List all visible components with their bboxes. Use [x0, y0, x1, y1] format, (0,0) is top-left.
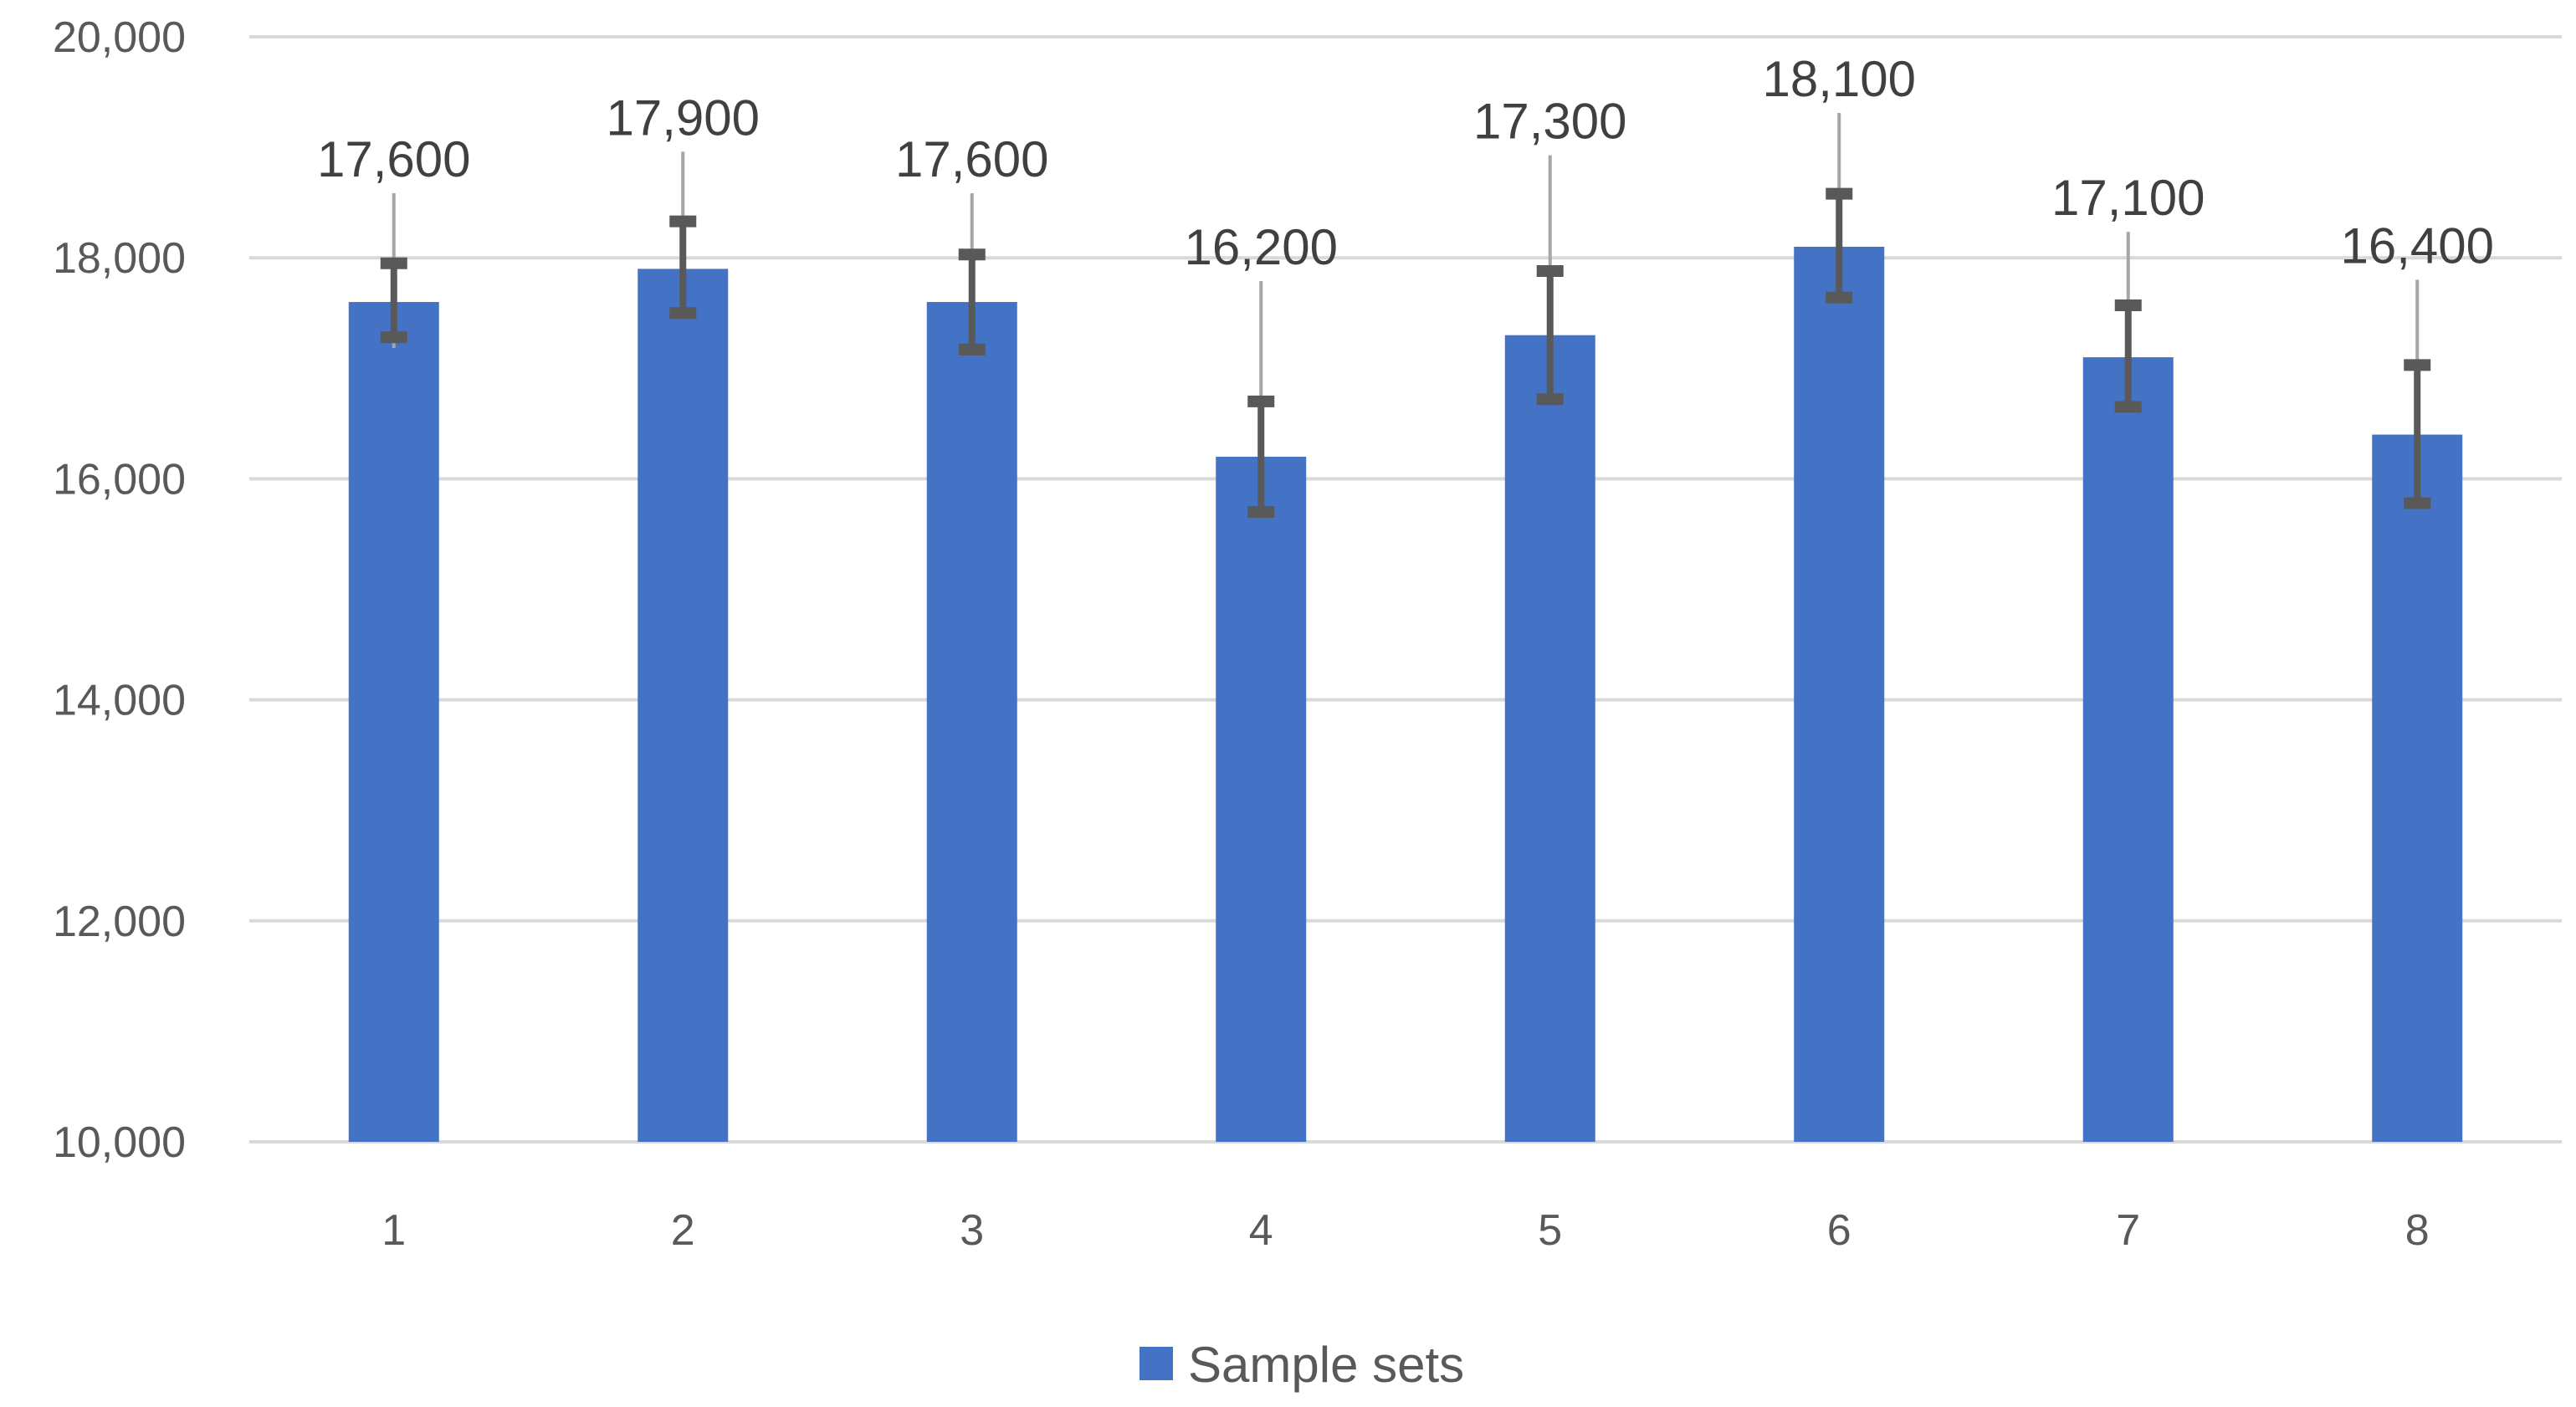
- data-label-4: 16,200: [1184, 219, 1338, 275]
- data-label-3: 17,600: [895, 131, 1049, 187]
- y-tick-label-5: 20,000: [53, 13, 186, 62]
- y-tick-label-4: 18,000: [53, 234, 186, 283]
- error-bars: [380, 187, 2431, 519]
- bar-5: [1504, 335, 1595, 1142]
- data-label-2: 17,900: [606, 90, 760, 146]
- bar-1: [348, 302, 439, 1142]
- x-tick-label-5: 5: [1538, 1206, 1562, 1255]
- data-labels: 17,600 17,900 17,600 16,200 17,300 18,100 17,1…: [317, 51, 2494, 275]
- data-label-8: 16,400: [2340, 218, 2494, 274]
- x-tick-label-8: 8: [2405, 1206, 2430, 1255]
- y-axis-ticks: 10,000 12,000 14,000 16,000 18,000 20,000: [53, 13, 186, 1167]
- x-tick-label-7: 7: [2116, 1206, 2140, 1255]
- bar-4: [1216, 456, 1307, 1142]
- x-tick-label-1: 1: [382, 1206, 406, 1255]
- gridlines: [249, 35, 2562, 1144]
- y-tick-label-3: 16,000: [53, 455, 186, 504]
- bar-6: [1794, 246, 1885, 1142]
- x-tick-label-6: 6: [1827, 1206, 1851, 1255]
- data-label-6: 18,100: [1762, 51, 1916, 107]
- y-tick-label-2: 14,000: [53, 677, 186, 725]
- y-tick-label-1: 12,000: [53, 898, 186, 946]
- bar-3: [926, 302, 1017, 1142]
- legend: Sample sets: [1139, 1337, 1464, 1393]
- y-tick-label-0: 10,000: [53, 1118, 186, 1167]
- x-tick-label-2: 2: [671, 1206, 695, 1255]
- bar-2: [638, 269, 729, 1142]
- legend-swatch: [1139, 1347, 1173, 1380]
- data-label-7: 17,100: [2051, 170, 2205, 226]
- legend-label: Sample sets: [1188, 1337, 1464, 1393]
- bar-7: [2082, 357, 2174, 1143]
- x-tick-label-4: 4: [1249, 1206, 1273, 1255]
- bars: [348, 246, 2463, 1143]
- bar-8: [2372, 434, 2463, 1142]
- x-tick-label-3: 3: [960, 1206, 984, 1255]
- x-axis-ticks: 1 2 3 4 5 6 7 8: [382, 1206, 2429, 1255]
- data-label-5: 17,300: [1473, 94, 1627, 150]
- data-label-1: 17,600: [317, 131, 471, 187]
